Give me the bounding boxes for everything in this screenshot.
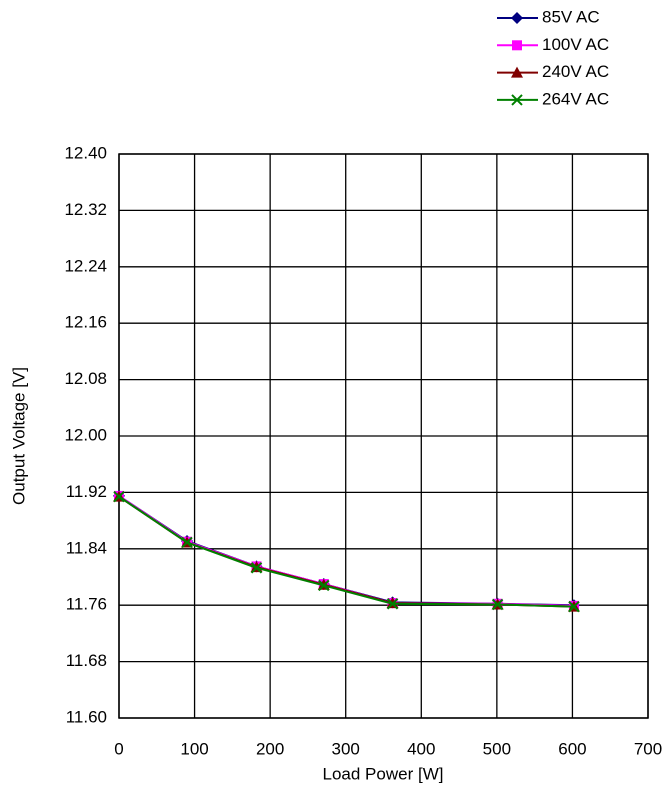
data-point: [113, 490, 125, 503]
x-tick-label: 0: [114, 739, 123, 758]
x-tick-label: 700: [634, 739, 662, 758]
x-axis-label: Load Power [W]: [323, 764, 444, 783]
y-tick-label: 12.08: [64, 369, 107, 388]
y-tick-label: 12.16: [64, 313, 107, 332]
data-point: [318, 579, 330, 592]
y-tick-label: 11.60: [66, 707, 107, 726]
y-tick-label: 12.40: [64, 143, 107, 162]
y-tick-label: 12.24: [64, 256, 107, 275]
series-line: [118, 495, 574, 607]
series-line: [118, 495, 574, 608]
x-tick-label: 200: [256, 739, 284, 758]
y-tick-label: 11.68: [66, 651, 107, 670]
y-tick-label: 12.00: [64, 425, 107, 444]
data-point: [568, 600, 580, 613]
legend-label: 85V AC: [542, 7, 600, 26]
y-tick-label: 12.32: [64, 200, 107, 219]
y-tick-label: 11.76: [66, 595, 107, 614]
y-axis-label: Output Voltage [V]: [9, 367, 28, 505]
data-point: [250, 562, 263, 574]
x-tick-label: 600: [558, 739, 586, 758]
x-tick-label: 300: [332, 739, 360, 758]
x-tick-label: 100: [180, 739, 208, 758]
x-tick-label: 500: [483, 739, 511, 758]
plot-border: [118, 153, 649, 719]
y-tick-label: 11.92: [66, 482, 107, 501]
legend-marker: [511, 94, 523, 106]
data-point: [181, 536, 193, 549]
legend-marker: [511, 66, 523, 78]
y-tick-label: 11.84: [66, 538, 107, 557]
x-tick-label: 400: [407, 739, 435, 758]
legend-label: 264V AC: [542, 89, 609, 108]
legend-marker: [511, 12, 523, 24]
legend-marker: [512, 40, 522, 51]
series-line: [118, 495, 574, 607]
legend-label: 100V AC: [542, 35, 609, 54]
data-point: [386, 598, 399, 610]
data-point: [491, 598, 504, 611]
legend-label: 240V AC: [542, 62, 609, 81]
